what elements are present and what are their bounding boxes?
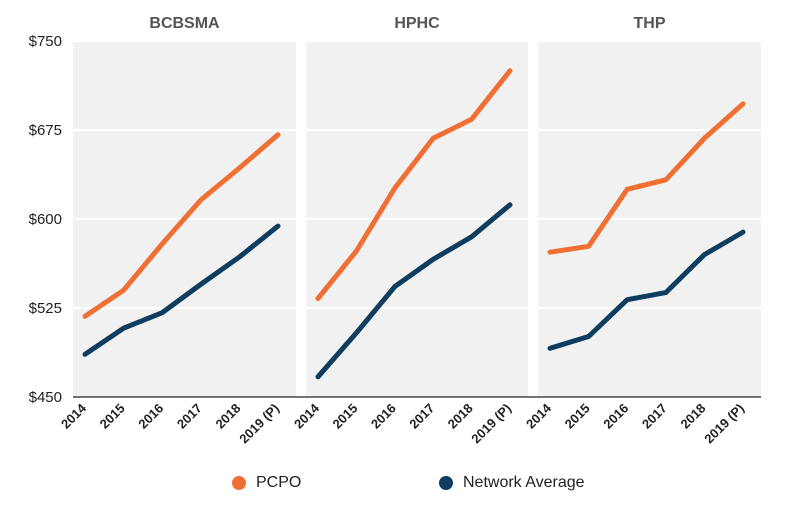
x-tick-label-bcbsma: 2015 [97, 401, 128, 432]
series-line-bcbsma-pcpo [82, 132, 281, 319]
x-tick-label-thp: 2014 [523, 400, 555, 432]
x-tick-label-bcbsma: 2017 [174, 401, 205, 432]
y-tick-label: $525 [29, 300, 62, 317]
legend-swatch-network-average [439, 476, 453, 490]
x-tick-label-thp: 2016 [600, 401, 631, 432]
x-tick-label-hphc: 2019 (P) [468, 401, 514, 447]
x-tick-label-thp: 2018 [677, 401, 708, 432]
series-line-thp-network-average [547, 229, 746, 351]
legend-item-network-average: Network Average [439, 470, 585, 496]
x-tick-label-bcbsma: 2016 [135, 401, 166, 432]
y-tick-label: $750 [29, 33, 62, 50]
series-line-thp-pcpo [547, 101, 746, 255]
y-tick-label: $450 [29, 389, 62, 406]
y-tick-label: $675 [29, 122, 62, 139]
series-line-hphc-pcpo [315, 68, 513, 301]
x-tick-label-thp: 2019 (P) [701, 401, 747, 447]
panel-title-bcbsma: BCBSMA [149, 15, 220, 32]
y-tick-label: $600 [29, 211, 62, 228]
x-tick-label-bcbsma: 2019 (P) [236, 401, 282, 447]
panel-title-hphc: HPHC [394, 15, 440, 32]
x-tick-label-bcbsma: 2014 [58, 400, 90, 432]
legend-label-pcpo: PCPO [256, 474, 302, 491]
x-tick-label-thp: 2017 [639, 401, 670, 432]
legend-label-network-average: Network Average [463, 474, 585, 491]
legend-item-pcpo: PCPO [232, 470, 301, 496]
series-line-hphc-network-average [315, 202, 513, 380]
x-tick-label-hphc: 2018 [445, 401, 476, 432]
x-tick-label-hphc: 2016 [368, 401, 399, 432]
legend: PCPO Network Average [0, 470, 812, 496]
legend-swatch-pcpo [232, 476, 246, 490]
panel-title-thp: THP [634, 15, 666, 32]
x-tick-label-thp: 2015 [562, 401, 593, 432]
x-tick-label-hphc: 2015 [329, 401, 360, 432]
x-tick-label-hphc: 2017 [406, 401, 437, 432]
x-tick-label-bcbsma: 2018 [212, 401, 243, 432]
x-tick-label-hphc: 2014 [291, 400, 323, 432]
series-line-bcbsma-network-average [82, 223, 281, 357]
